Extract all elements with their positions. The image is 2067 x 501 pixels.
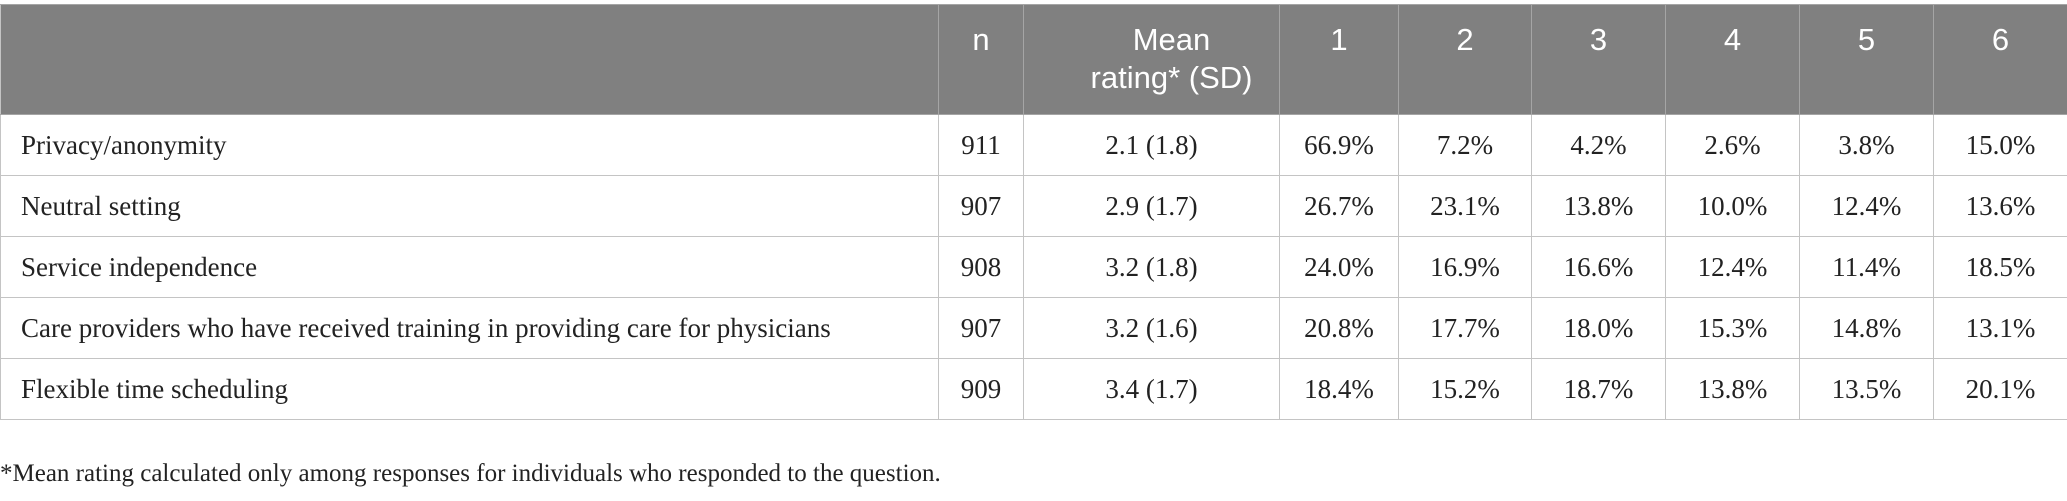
cell-rank-1: 18.4%	[1279, 358, 1399, 420]
table-row: Flexible time scheduling 909 3.4 (1.7) 1…	[0, 358, 2067, 420]
cell-rank-5: 14.8%	[1799, 297, 1934, 359]
cell-rank-6: 18.5%	[1933, 236, 2067, 298]
cell-rank-2: 17.7%	[1398, 297, 1532, 359]
cell-rank-6: 13.1%	[1933, 297, 2067, 359]
cell-rank-1: 26.7%	[1279, 175, 1399, 237]
cell-rank-4: 2.6%	[1665, 114, 1800, 176]
table-row: Neutral setting 907 2.9 (1.7) 26.7% 23.1…	[0, 175, 2067, 237]
row-label: Neutral setting	[0, 175, 939, 237]
cell-rank-5: 13.5%	[1799, 358, 1934, 420]
cell-rank-2: 15.2%	[1398, 358, 1532, 420]
header-rank-4: 4	[1665, 4, 1800, 115]
header-rank-1: 1	[1279, 4, 1399, 115]
header-rank-6: 6	[1933, 4, 2067, 115]
cell-rank-2: 16.9%	[1398, 236, 1532, 298]
cell-rank-3: 18.0%	[1531, 297, 1666, 359]
header-rank-5: 5	[1799, 4, 1934, 115]
cell-rank-1: 20.8%	[1279, 297, 1399, 359]
cell-rank-4: 10.0%	[1665, 175, 1800, 237]
cell-mean-rating: 2.1 (1.8)	[1023, 114, 1280, 176]
cell-rank-4: 15.3%	[1665, 297, 1800, 359]
cell-rank-3: 16.6%	[1531, 236, 1666, 298]
cell-rank-3: 4.2%	[1531, 114, 1666, 176]
header-rank-2: 2	[1398, 4, 1532, 115]
cell-n: 907	[938, 175, 1024, 237]
row-label: Flexible time scheduling	[0, 358, 939, 420]
cell-rank-2: 23.1%	[1398, 175, 1532, 237]
cell-n: 908	[938, 236, 1024, 298]
cell-mean-rating: 3.2 (1.8)	[1023, 236, 1280, 298]
cell-rank-2: 7.2%	[1398, 114, 1532, 176]
cell-rank-3: 13.8%	[1531, 175, 1666, 237]
cell-rank-4: 13.8%	[1665, 358, 1800, 420]
row-label: Service independence	[0, 236, 939, 298]
table-header: n Mean rating* (SD) 1 2 3 4 5 6	[0, 4, 2067, 115]
cell-rank-4: 12.4%	[1665, 236, 1800, 298]
table-row: Care providers who have received trainin…	[0, 297, 2067, 359]
header-item	[0, 4, 939, 115]
cell-rank-3: 18.7%	[1531, 358, 1666, 420]
cell-rank-1: 66.9%	[1279, 114, 1399, 176]
cell-rank-5: 3.8%	[1799, 114, 1934, 176]
ratings-table: n Mean rating* (SD) 1 2 3 4 5 6 Privacy/…	[0, 4, 2067, 420]
cell-mean-rating: 3.2 (1.6)	[1023, 297, 1280, 359]
cell-rank-5: 11.4%	[1799, 236, 1934, 298]
table-footnote: *Mean rating calculated only among respo…	[0, 460, 941, 487]
header-n: n	[938, 4, 1024, 115]
header-rank-3: 3	[1531, 4, 1666, 115]
header-mean-rating: Mean rating* (SD)	[1023, 4, 1280, 115]
row-label: Privacy/anonymity	[0, 114, 939, 176]
cell-n: 909	[938, 358, 1024, 420]
cell-rank-5: 12.4%	[1799, 175, 1934, 237]
table-row: Service independence 908 3.2 (1.8) 24.0%…	[0, 236, 2067, 298]
cell-rank-6: 20.1%	[1933, 358, 2067, 420]
table-row: Privacy/anonymity 911 2.1 (1.8) 66.9% 7.…	[0, 114, 2067, 176]
cell-mean-rating: 2.9 (1.7)	[1023, 175, 1280, 237]
cell-rank-1: 24.0%	[1279, 236, 1399, 298]
cell-rank-6: 13.6%	[1933, 175, 2067, 237]
cell-mean-rating: 3.4 (1.7)	[1023, 358, 1280, 420]
table-body: Privacy/anonymity 911 2.1 (1.8) 66.9% 7.…	[0, 114, 2067, 420]
cell-n: 911	[938, 114, 1024, 176]
header-row: n Mean rating* (SD) 1 2 3 4 5 6	[0, 4, 2067, 115]
cell-n: 907	[938, 297, 1024, 359]
cell-rank-6: 15.0%	[1933, 114, 2067, 176]
row-label: Care providers who have received trainin…	[0, 297, 939, 359]
